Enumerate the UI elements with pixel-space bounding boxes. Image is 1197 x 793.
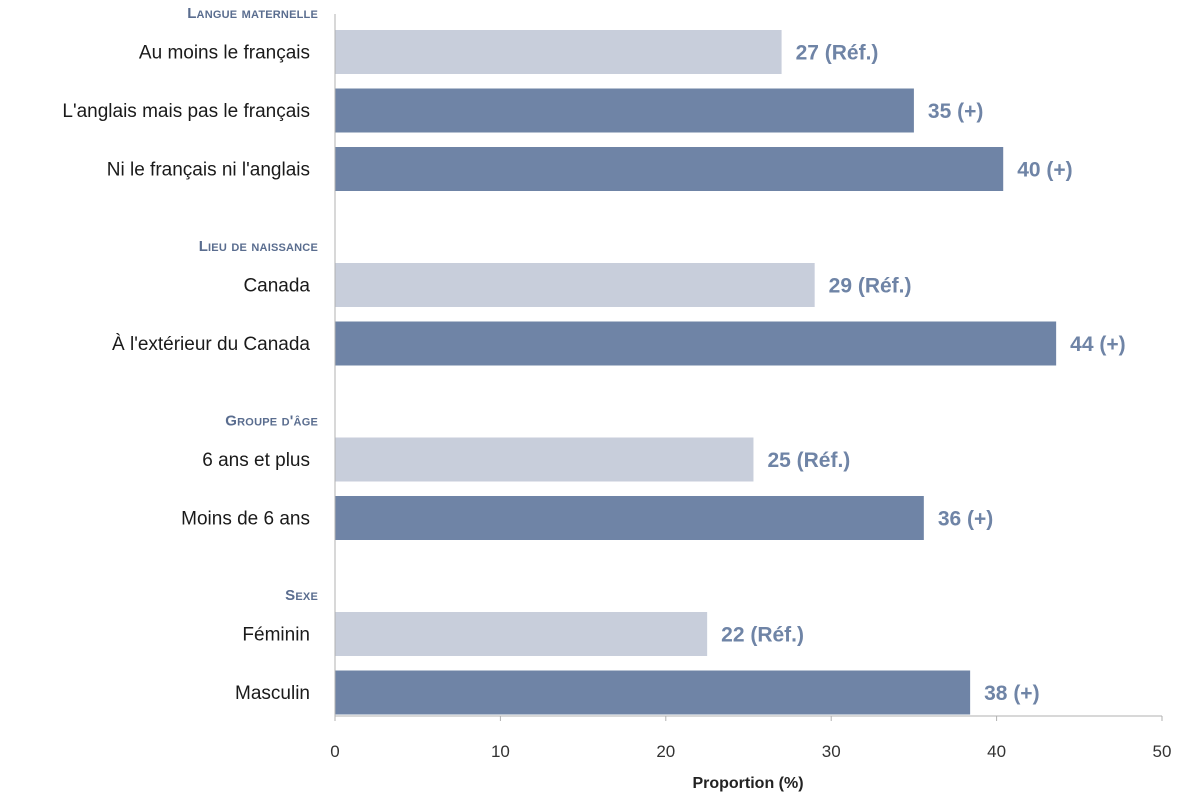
x-tick-label: 30 [822, 742, 841, 761]
value-label: 25 (Réf.) [767, 449, 850, 472]
bar [335, 670, 971, 715]
category-label: L'anglais mais pas le français [62, 101, 310, 122]
x-tick-label: 50 [1153, 742, 1172, 761]
category-label: 6 ans et plus [202, 450, 310, 471]
x-tick-label: 0 [330, 742, 339, 761]
value-label: 36 (+) [938, 508, 993, 531]
bar [335, 263, 815, 307]
category-label: Ni le français ni l'anglais [107, 160, 310, 181]
x-tick-label: 10 [491, 742, 510, 761]
value-label: 38 (+) [984, 682, 1039, 705]
category-label: Masculin [235, 683, 310, 704]
group-label: Langue maternelle [187, 5, 318, 22]
x-axis-title: Proportion (%) [692, 775, 803, 792]
value-label: 40 (+) [1017, 159, 1072, 182]
bar [335, 30, 782, 74]
group-label: Groupe d'âge [225, 413, 318, 430]
bar [335, 147, 1004, 191]
bar [335, 88, 914, 133]
bar [335, 321, 1057, 366]
bars-layer: Au moins le français 27 (Réf.) L'anglais m… [62, 30, 1126, 715]
x-axis: 0 10 20 30 40 50 [330, 14, 1171, 761]
value-label: 44 (+) [1070, 333, 1125, 356]
value-label: 27 (Réf.) [796, 42, 879, 65]
bar [335, 437, 754, 482]
bar [335, 612, 708, 656]
category-label: Au moins le français [139, 43, 310, 64]
value-label: 22 (Réf.) [721, 624, 804, 647]
bar [335, 496, 924, 540]
groups-layer: Langue maternelle Lieu de naissance Groupe… [187, 5, 318, 604]
category-label: Féminin [242, 625, 310, 646]
x-tick-label: 40 [987, 742, 1006, 761]
value-label: 29 (Réf.) [829, 275, 912, 298]
x-tick-label: 20 [656, 742, 675, 761]
value-label: 35 (+) [928, 100, 983, 123]
category-label: À l'extérieur du Canada [112, 334, 310, 355]
group-label: Sexe [285, 587, 318, 604]
group-label: Lieu de naissance [199, 238, 318, 255]
category-label: Moins de 6 ans [181, 509, 310, 530]
category-label: Canada [243, 276, 310, 297]
